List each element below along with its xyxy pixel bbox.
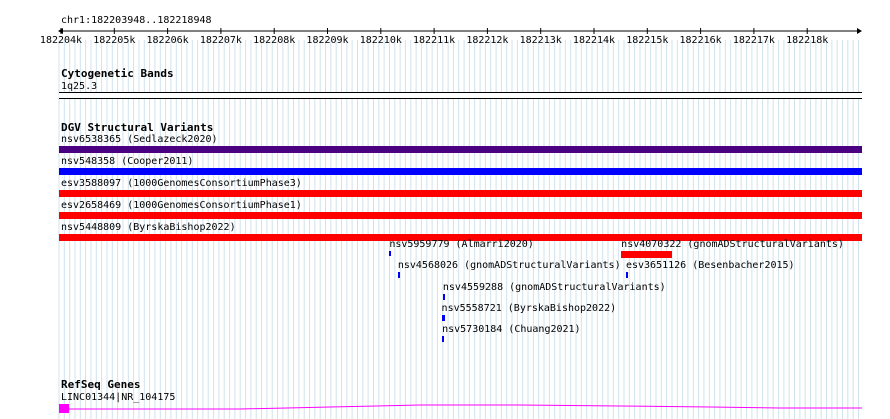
ruler-tick-label: 182215k	[626, 35, 669, 46]
ruler-axis[interactable]	[0, 24, 890, 54]
ruler-tick-label: 182217k	[732, 35, 775, 46]
ruler-arrow-right	[857, 28, 862, 34]
dgv-feature-nsv5448809[interactable]	[59, 234, 862, 241]
dgv-feature-label: nsv5448809 (ByrskaBishop2022)	[61, 222, 236, 233]
ruler-tick-label: 182206k	[146, 35, 189, 46]
dgv-feature-label: nsv5959779 (Almarri2020)	[389, 239, 534, 250]
dgv-feature-nsv548358[interactable]	[59, 168, 862, 175]
refseq-gene-model[interactable]	[0, 402, 890, 418]
refseq-track-title: RefSeq Genes	[61, 378, 141, 391]
dgv-feature-label: nsv4070322 (gnomADStructuralVariants)	[621, 239, 844, 250]
location-label: chr1:182203948..182218948	[61, 15, 212, 26]
ruler-tick-label: 182205k	[93, 35, 136, 46]
ruler-tick-label: 182208k	[253, 35, 296, 46]
dgv-feature-esv3651126[interactable]	[625, 272, 628, 278]
dgv-feature-esv3588097[interactable]	[59, 190, 862, 197]
dgv-feature-label: esv3588097 (1000GenomesConsortiumPhase3)	[61, 178, 302, 189]
ruler-tick-label: 182212k	[466, 35, 509, 46]
dgv-feature-label: nsv4559288 (gnomADStructuralVariants)	[442, 282, 666, 293]
ruler-tick-label: 182213k	[519, 35, 562, 46]
dgv-feature-esv2658469[interactable]	[59, 212, 862, 219]
dgv-feature-label: esv2658469 (1000GenomesConsortiumPhase1)	[61, 200, 302, 211]
ruler-tick-label: 182207k	[199, 35, 242, 46]
dgv-feature-label: nsv548358 (Cooper2011)	[61, 156, 194, 167]
dgv-feature-label: nsv5558721 (ByrskaBishop2022)	[441, 303, 617, 314]
dgv-feature-nsv6538365[interactable]	[59, 146, 862, 153]
gene-exon	[59, 404, 69, 413]
gene-intron-line	[69, 404, 862, 410]
dgv-feature-nsv5959779[interactable]	[389, 251, 392, 256]
dgv-feature-label: nsv5730184 (Chuang2021)	[442, 324, 581, 335]
dgv-feature-nsv4568026[interactable]	[397, 272, 400, 278]
dgv-feature-label: nsv6538365 (Sedlazeck2020)	[61, 134, 218, 145]
ruler-tick-label: 182214k	[572, 35, 616, 46]
cytoband-track-title: Cytogenetic Bands	[61, 67, 174, 80]
dgv-feature-nsv5730184[interactable]	[442, 336, 445, 342]
refseq-gene-label[interactable]: LINC01344|NR_104175	[61, 392, 176, 403]
ruler-tick-label: 182211k	[413, 35, 456, 46]
dgv-feature-label: nsv4568026 (gnomADStructuralVariants)	[397, 260, 621, 271]
ruler-tick-label: 182216k	[679, 35, 722, 46]
ruler-tick-label: 182210k	[359, 35, 402, 46]
cytoband-bar[interactable]	[59, 92, 862, 99]
dgv-feature-nsv4559288[interactable]	[442, 294, 445, 300]
ruler-tick-label: 182209k	[306, 35, 349, 46]
dgv-feature-nsv5558721[interactable]	[441, 315, 446, 321]
dgv-feature-label: esv3651126 (Besenbacher2015)	[625, 260, 795, 271]
dgv-track-title: DGV Structural Variants	[61, 121, 214, 134]
ruler-tick-label: 182204k	[39, 35, 83, 46]
cytoband-label: 1q25.3	[61, 81, 98, 92]
ruler-ticks	[60, 28, 808, 34]
dgv-feature-nsv4070322[interactable]	[621, 251, 672, 258]
ruler-tick-label: 182218k	[786, 35, 829, 46]
